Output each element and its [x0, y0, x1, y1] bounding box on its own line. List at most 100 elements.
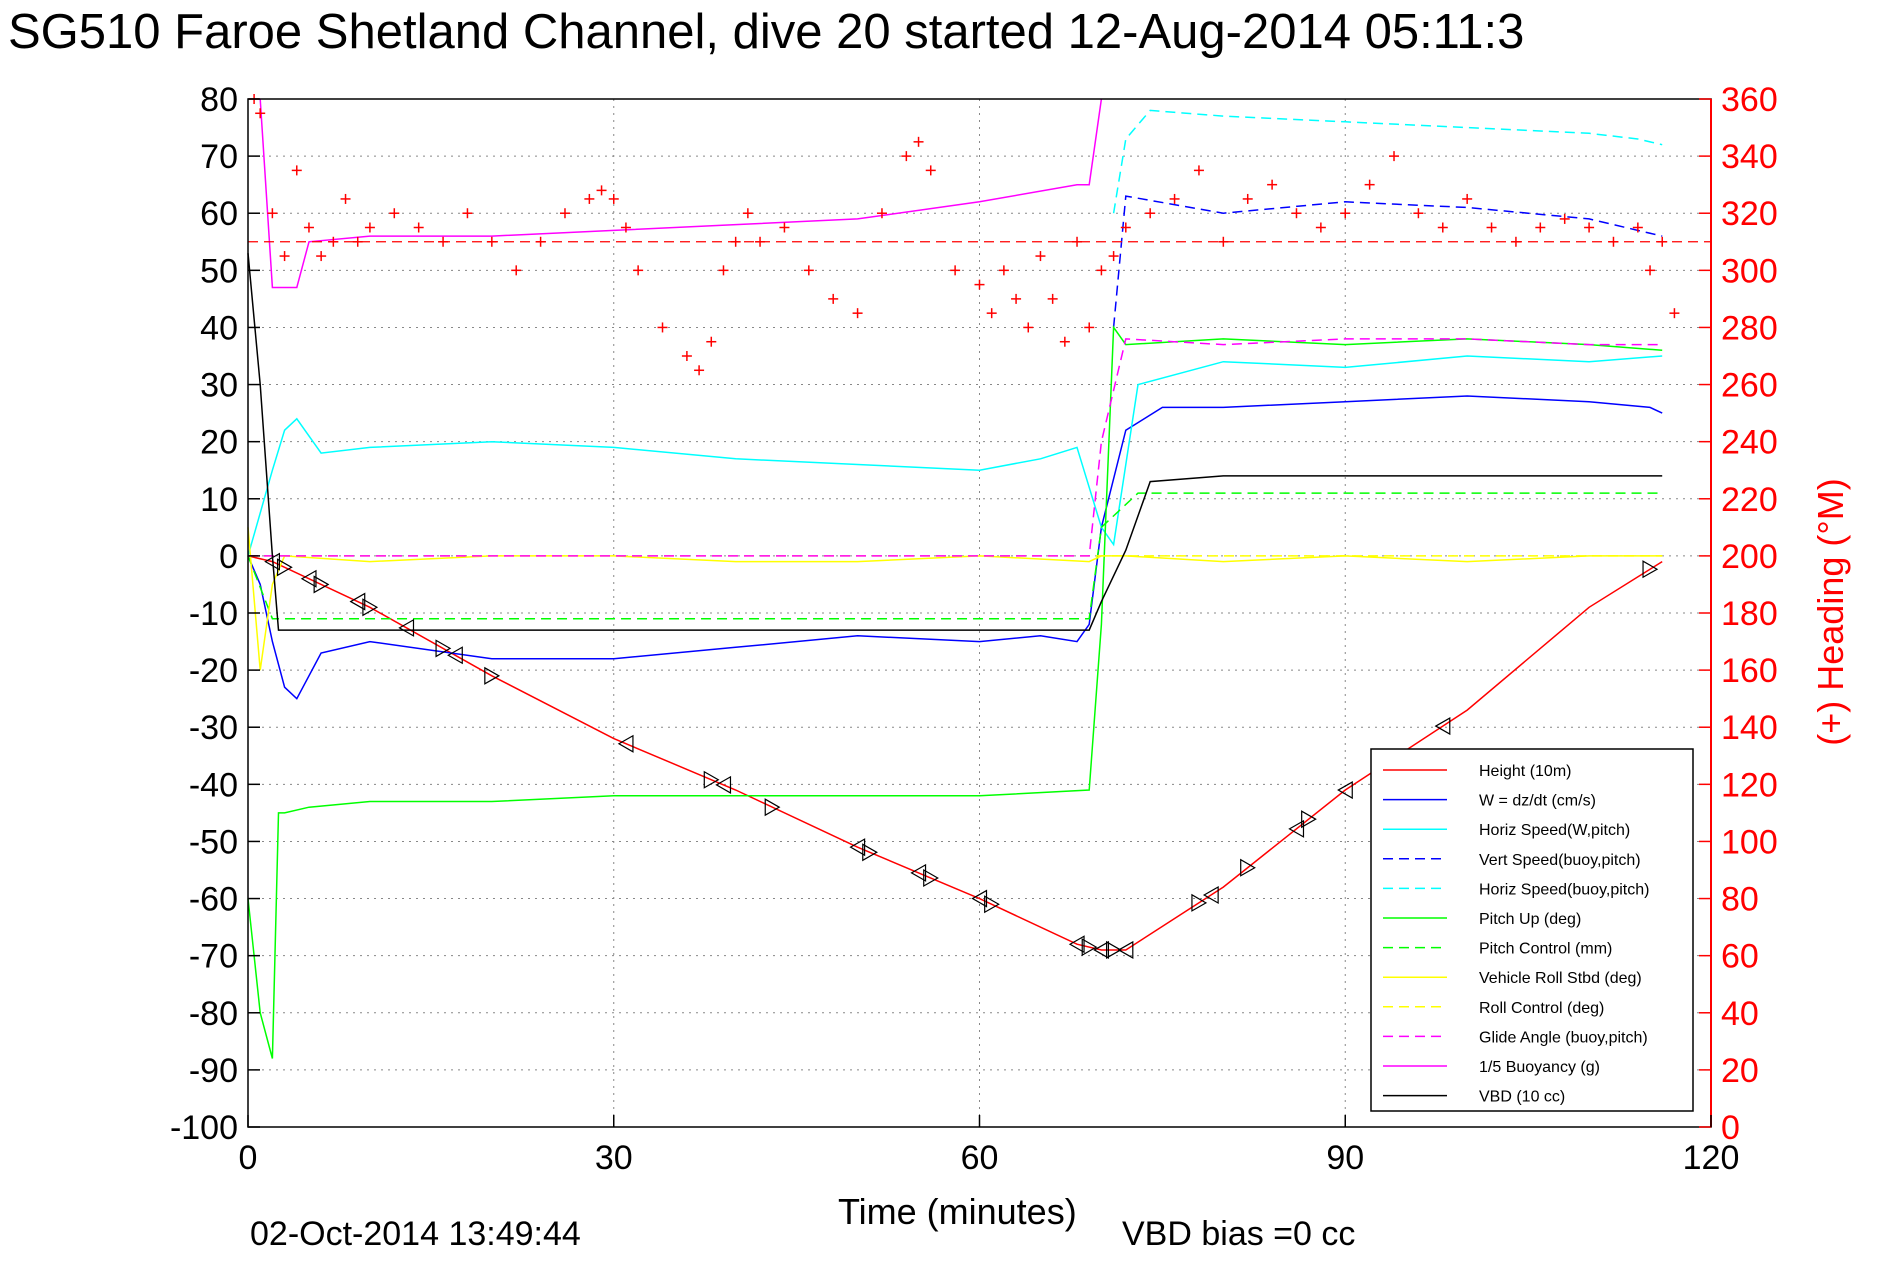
heading-point — [633, 265, 644, 276]
heading-point — [1120, 222, 1131, 233]
triangle-marker — [1202, 885, 1219, 905]
triangle-marker — [362, 598, 379, 617]
heading-point — [1242, 193, 1253, 204]
triangle-marker — [1106, 940, 1122, 959]
heading-point — [681, 351, 692, 361]
legend-label-10: 1/5 Buoyancy (g) — [1479, 1059, 1600, 1076]
heading-point — [1340, 208, 1351, 219]
series-line-1 — [247, 395, 1663, 700]
triangle-marker — [984, 895, 1000, 914]
legend-label-6: Pitch Control (mm) — [1479, 941, 1612, 958]
heading-point — [413, 222, 424, 233]
left-tick-label: -80 — [189, 995, 238, 1033]
heading-point — [316, 251, 327, 262]
triangle-marker — [849, 838, 866, 857]
heading-point — [1011, 293, 1022, 304]
right-tick-label: 360 — [1721, 81, 1778, 119]
heading-point — [1023, 322, 1034, 333]
heading-point — [742, 208, 753, 219]
triangle-marker — [349, 592, 366, 611]
left-tick-label: 30 — [200, 367, 238, 405]
heading-point — [1437, 222, 1448, 233]
triangle-marker — [617, 734, 634, 753]
heading-point — [986, 308, 997, 319]
triangle-marker — [1240, 858, 1256, 877]
heading-point — [657, 322, 668, 333]
left-tick-label: -50 — [189, 823, 238, 861]
left-tick-label: 40 — [200, 309, 238, 347]
right-tick-label: 240 — [1721, 424, 1778, 462]
right-tick-label: 20 — [1721, 1052, 1759, 1090]
heading-point — [1108, 251, 1119, 262]
heading-point — [559, 208, 570, 219]
heading-point — [974, 279, 985, 290]
left-tick-label: 80 — [200, 81, 238, 119]
legend-label-3: Vert Speed(buoy,pitch) — [1479, 852, 1641, 869]
series-line-3 — [1112, 195, 1663, 328]
heading-point — [803, 265, 814, 276]
x-tick-label: 0 — [239, 1139, 258, 1177]
x-tick-label: 120 — [1683, 1139, 1740, 1177]
x-axis-ticks: 0 30 60 90 120 — [239, 1115, 1740, 1177]
heading-point — [1291, 208, 1302, 219]
triangle-marker — [862, 843, 878, 862]
left-tick-label: -20 — [189, 652, 238, 690]
left-tick-label: -70 — [189, 938, 238, 976]
triangle-marker — [715, 775, 732, 794]
left-tick-label: -10 — [189, 595, 238, 633]
series-line-4 — [1112, 109, 1663, 214]
chart-title: SG510 Faroe Shetland Channel, dive 20 st… — [8, 5, 1524, 59]
right-tick-label: 200 — [1721, 538, 1778, 576]
heading-point — [291, 165, 302, 176]
heading-point — [596, 185, 607, 196]
heading-point — [255, 108, 266, 119]
right-tick-label: 0 — [1721, 1109, 1740, 1147]
right-tick-label: 280 — [1721, 309, 1778, 347]
heading-point — [828, 293, 839, 304]
heading-point — [876, 208, 887, 219]
x-tick-label: 60 — [961, 1139, 999, 1177]
heading-point — [1315, 222, 1326, 233]
legend-box — [1370, 748, 1694, 1112]
left-axis-ticks: 80 70 60 50 40 30 20 10 0 -10 -20 -30 -40 -50 -60 -70 -8… — [170, 81, 260, 1147]
series-line-7 — [247, 527, 1663, 671]
heading-point — [1084, 322, 1095, 333]
heading-point — [1267, 179, 1278, 190]
heading-point — [620, 222, 631, 233]
footer-vbd-bias: VBD bias =0 cc — [1122, 1215, 1355, 1253]
left-tick-label: -90 — [189, 1052, 238, 1090]
heading-point — [1535, 222, 1546, 233]
x-axis-label: Time (minutes) — [838, 1191, 1077, 1232]
heading-point — [1559, 213, 1570, 224]
legend-label-9: Glide Angle (buoy,pitch) — [1479, 1029, 1648, 1046]
right-tick-label: 320 — [1721, 195, 1778, 233]
heading-point — [706, 336, 717, 347]
heading-point — [462, 208, 473, 219]
footer-date: 02-Oct-2014 13:49:44 — [250, 1215, 581, 1253]
right-tick-label: 300 — [1721, 252, 1778, 290]
heading-point — [1047, 293, 1058, 304]
right-tick-label: 120 — [1721, 766, 1778, 804]
right-tick-label: 180 — [1721, 595, 1778, 633]
triangle-marker — [276, 558, 293, 577]
series-line-6 — [247, 492, 1663, 620]
heading-point — [608, 193, 619, 204]
left-tick-label: -40 — [189, 766, 238, 804]
right-tick-label: 40 — [1721, 995, 1759, 1033]
heading-point — [1096, 265, 1107, 276]
heading-point — [1364, 179, 1375, 190]
triangle-marker — [1288, 819, 1305, 838]
triangle-marker — [484, 666, 501, 685]
legend-label-0: Height (10m) — [1479, 763, 1571, 780]
heading-point — [950, 265, 961, 276]
heading-point — [852, 308, 863, 319]
left-tick-label: 50 — [200, 252, 238, 290]
triangle-marker — [910, 863, 927, 882]
series-line-5 — [247, 325, 1663, 1059]
chart-legend: Height (10m) W = dz/dt (cm/s) Horiz Speed(… — [1370, 748, 1694, 1112]
triangle-marker — [1191, 893, 1208, 912]
heading-point — [1462, 193, 1473, 204]
heading-point — [1035, 251, 1046, 262]
heading-point — [998, 265, 1009, 276]
